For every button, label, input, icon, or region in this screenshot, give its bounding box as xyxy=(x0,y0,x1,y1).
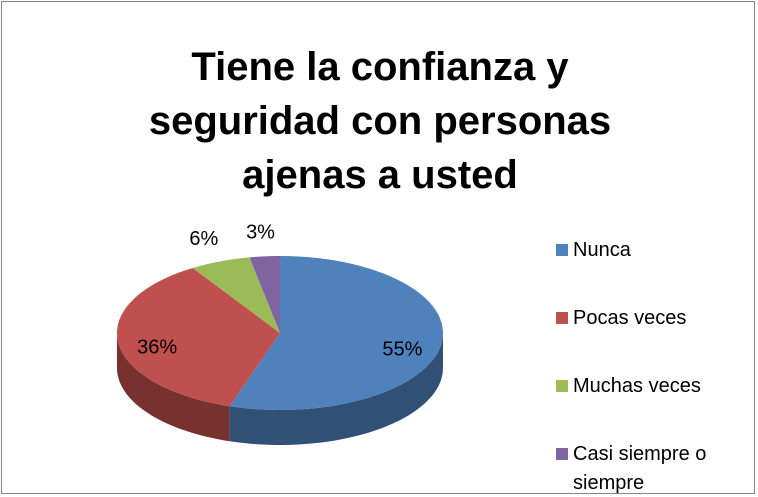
legend-label: Casi siempre o siempre xyxy=(573,443,707,494)
pie-side xyxy=(229,333,443,445)
legend-item: Nunca xyxy=(556,236,746,265)
pie-side xyxy=(117,333,230,442)
legend-swatch xyxy=(556,244,568,256)
data-label: 3% xyxy=(246,222,275,244)
legend-label: Muchas veces xyxy=(573,375,701,397)
legend-swatch xyxy=(556,380,568,392)
pie-slice xyxy=(117,267,280,407)
legend-item: Muchas veces xyxy=(556,372,746,401)
pie-slice xyxy=(229,256,443,410)
data-label: 36% xyxy=(137,337,177,359)
legend-swatch xyxy=(556,448,568,460)
pie-slice xyxy=(249,256,280,333)
chart-title: Tiene la confianza y seguridad con perso… xyxy=(148,45,612,197)
legend-swatch xyxy=(556,312,568,324)
legend-label: Pocas veces xyxy=(573,307,687,329)
legend-item: Casi siempre o siempre xyxy=(556,440,746,497)
legend-label: Nunca xyxy=(573,239,631,261)
legend-item: Pocas veces xyxy=(556,304,746,333)
pie-slice xyxy=(192,257,280,333)
data-label: 55% xyxy=(382,338,422,360)
data-label: 6% xyxy=(189,228,218,250)
